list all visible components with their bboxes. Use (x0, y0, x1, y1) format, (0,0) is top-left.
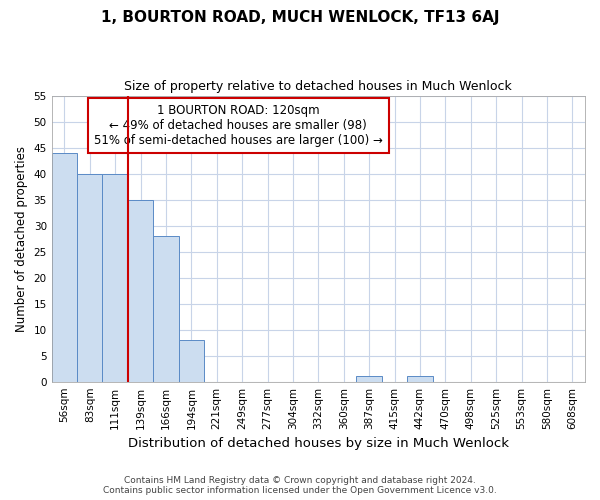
Text: 1 BOURTON ROAD: 120sqm
← 49% of detached houses are smaller (98)
51% of semi-det: 1 BOURTON ROAD: 120sqm ← 49% of detached… (94, 104, 383, 147)
Text: Contains HM Land Registry data © Crown copyright and database right 2024.
Contai: Contains HM Land Registry data © Crown c… (103, 476, 497, 495)
Bar (77, 174, 103, 382)
Bar (179, 340, 204, 382)
Bar (128, 200, 153, 382)
Bar (153, 236, 179, 382)
Y-axis label: Number of detached properties: Number of detached properties (15, 146, 28, 332)
X-axis label: Distribution of detached houses by size in Much Wenlock: Distribution of detached houses by size … (128, 437, 509, 450)
Title: Size of property relative to detached houses in Much Wenlock: Size of property relative to detached ho… (124, 80, 512, 93)
Bar (407, 376, 433, 382)
Text: 1, BOURTON ROAD, MUCH WENLOCK, TF13 6AJ: 1, BOURTON ROAD, MUCH WENLOCK, TF13 6AJ (101, 10, 499, 25)
Bar (356, 376, 382, 382)
Bar (103, 174, 128, 382)
Bar (52, 153, 77, 382)
